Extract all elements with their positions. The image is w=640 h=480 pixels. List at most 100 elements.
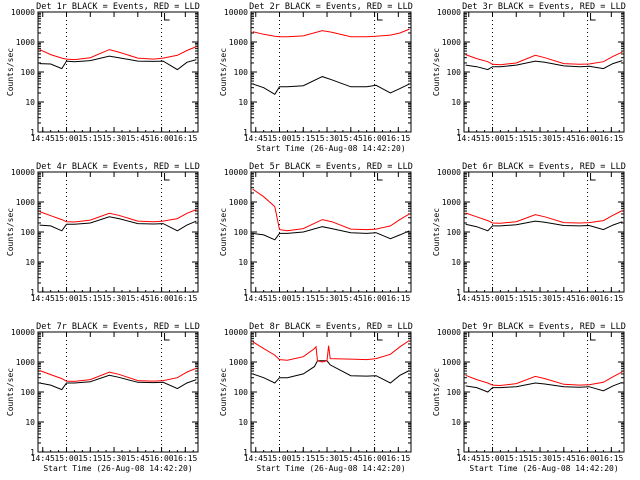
chart-title: Det 6r BLACK = Events, RED = LLD [462, 162, 626, 172]
time-marker-bracket [377, 13, 383, 21]
x-tick-label: 15:30 [528, 294, 552, 303]
y-tick-label: 10 [238, 258, 248, 267]
x-tick-label: 16:00 [576, 294, 600, 303]
plot-frame [250, 171, 412, 293]
y-tick-label: 1 [456, 288, 461, 297]
series-lld-line [252, 340, 410, 363]
x-tick-label: 16:15 [173, 454, 197, 463]
y-tick-label: 1000 [442, 198, 461, 207]
time-marker-bracket [164, 173, 170, 181]
x-tick-label: 15:30 [102, 454, 126, 463]
y-tick-label: 1 [243, 128, 248, 137]
series-lld-line [252, 188, 410, 232]
y-tick-label: 10000 [437, 328, 461, 337]
y-tick-label: 10000 [11, 168, 35, 177]
x-tick-label: 15:30 [102, 134, 126, 143]
x-tick-label: 16:00 [576, 454, 600, 463]
y-tick-label: 1000 [229, 198, 248, 207]
x-axis-label: Start Time (26-Aug-08 14:42:20) [256, 144, 405, 153]
x-tick-label: 15:00 [54, 294, 78, 303]
y-tick-label: 10 [451, 258, 461, 267]
x-tick-label: 15:00 [480, 294, 504, 303]
time-marker-bracket [164, 333, 170, 341]
x-tick-label: 16:00 [363, 454, 387, 463]
x-tick-label: 15:15 [504, 454, 528, 463]
series-events-line [39, 55, 197, 71]
series-events-line [252, 76, 410, 95]
x-tick-label: 16:00 [576, 134, 600, 143]
time-marker-bracket [590, 333, 596, 341]
y-tick-label: 10000 [437, 8, 461, 17]
y-tick-label: 10000 [11, 8, 35, 17]
y-tick-label: 1000 [442, 358, 461, 367]
y-axis-label: Counts/sec [432, 48, 441, 96]
series-lld-line [252, 28, 410, 38]
x-tick-label: 14:45 [31, 134, 55, 143]
x-tick-label: 15:30 [315, 134, 339, 143]
x-tick-label: 16:00 [363, 134, 387, 143]
x-tick-label: 16:15 [599, 294, 623, 303]
x-tick-label: 15:15 [78, 294, 102, 303]
series-events-line [252, 226, 410, 241]
x-tick-label: 14:45 [244, 294, 268, 303]
chart-title: Det 7r BLACK = Events, RED = LLD [36, 322, 200, 332]
x-tick-label: 14:45 [31, 294, 55, 303]
plot-frame [250, 331, 412, 453]
y-tick-label: 1000 [229, 358, 248, 367]
y-tick-label: 1 [30, 448, 35, 457]
x-axis-label: Start Time (26-Aug-08 14:42:20) [469, 464, 618, 473]
chart-title: Det 1r BLACK = Events, RED = LLD [36, 2, 200, 12]
x-tick-label: 15:15 [78, 454, 102, 463]
x-tick-label: 16:00 [150, 294, 174, 303]
y-axis-label: Counts/sec [6, 208, 15, 256]
y-tick-label: 10000 [224, 8, 248, 17]
x-tick-label: 15:30 [315, 454, 339, 463]
x-tick-label: 15:45 [552, 134, 576, 143]
y-axis-label: Counts/sec [219, 208, 228, 256]
x-tick-label: 15:00 [267, 134, 291, 143]
chart-panel-7: Det 7r BLACK = Events, RED = LLD 1 10 100 10… [6, 322, 200, 473]
x-tick-label: 15:00 [480, 454, 504, 463]
x-tick-label: 14:45 [457, 294, 481, 303]
y-tick-label: 1 [456, 448, 461, 457]
time-marker-bracket [164, 13, 170, 21]
y-axis-label: Counts/sec [219, 368, 228, 416]
x-tick-label: 15:15 [291, 294, 315, 303]
x-tick-label: 16:15 [386, 454, 410, 463]
series-lld-line [465, 371, 623, 387]
y-tick-label: 100 [21, 68, 36, 77]
chart-panel-1: Det 1r BLACK = Events, RED = LLD 1 10 100 10… [6, 2, 200, 143]
plot-frame [463, 11, 625, 133]
y-tick-label: 10 [25, 418, 35, 427]
series-lld-line [39, 367, 197, 382]
x-axis-label: Start Time (26-Aug-08 14:42:20) [256, 464, 405, 473]
x-tick-label: 15:45 [126, 134, 150, 143]
y-tick-label: 1 [243, 448, 248, 457]
x-tick-label: 14:45 [244, 134, 268, 143]
x-tick-label: 15:15 [78, 134, 102, 143]
plot-frame [37, 11, 199, 133]
plot-frame [250, 11, 412, 133]
x-tick-label: 15:00 [54, 134, 78, 143]
x-tick-label: 15:45 [126, 294, 150, 303]
x-tick-label: 15:30 [102, 294, 126, 303]
y-axis-label: Counts/sec [6, 48, 15, 96]
y-axis-label: Counts/sec [432, 208, 441, 256]
plot-frame [463, 171, 625, 293]
y-tick-label: 10000 [224, 168, 248, 177]
y-tick-label: 100 [447, 228, 462, 237]
x-tick-label: 15:45 [126, 454, 150, 463]
plot-frame [37, 171, 199, 293]
chart-panel-8: Det 8r BLACK = Events, RED = LLD 1 10 100 10… [219, 322, 413, 473]
series-events-line [465, 220, 623, 232]
x-tick-label: 15:45 [339, 454, 363, 463]
x-tick-label: 15:30 [528, 134, 552, 143]
x-tick-label: 15:30 [528, 454, 552, 463]
y-tick-label: 100 [234, 388, 249, 397]
x-tick-label: 16:15 [173, 294, 197, 303]
time-marker-bracket [590, 173, 596, 181]
x-tick-label: 15:45 [552, 454, 576, 463]
y-axis-label: Counts/sec [432, 368, 441, 416]
series-events-line [465, 60, 623, 71]
x-tick-label: 15:45 [339, 294, 363, 303]
